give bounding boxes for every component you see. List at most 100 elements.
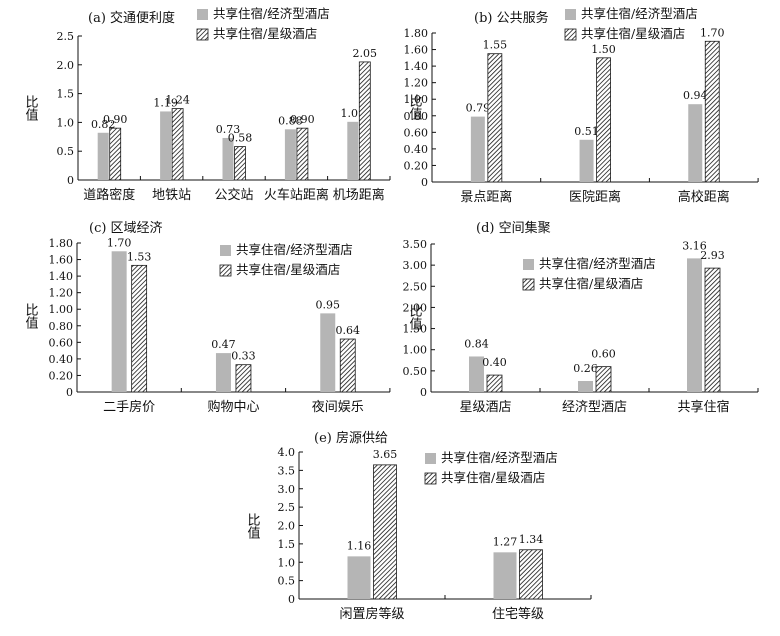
data-label: 0.40 xyxy=(482,356,507,369)
data-label: 3.65 xyxy=(373,448,398,461)
x-category-label: 地铁站 xyxy=(152,188,191,203)
y-axis-label: 比值 xyxy=(23,303,39,330)
bar-economy xyxy=(579,139,594,182)
legend-label: 共享住宿/经济型酒店 xyxy=(539,256,656,271)
data-label: 1.70 xyxy=(107,236,132,249)
legend-swatch-star xyxy=(424,472,437,485)
data-label: 0.73 xyxy=(216,123,241,136)
y-tick-label: 0.40 xyxy=(404,143,429,156)
data-label: 1.16 xyxy=(347,539,372,552)
legend-label: 共享住宿/星级酒店 xyxy=(441,470,545,485)
y-tick-label: 0.80 xyxy=(49,320,74,333)
data-label: 0.51 xyxy=(574,125,599,138)
chart-title: (a) 交通便利度 xyxy=(88,10,175,26)
data-label: 2.05 xyxy=(353,47,378,60)
bar-star xyxy=(596,57,611,183)
y-tick-label: 3.00 xyxy=(403,259,428,272)
bar-economy xyxy=(578,381,593,392)
bar-economy xyxy=(97,132,109,180)
y-tick-label: 1.40 xyxy=(49,270,74,283)
y-tick-label: 1.80 xyxy=(49,237,74,250)
chart-title: (b) 公共服务 xyxy=(474,10,549,26)
legend-swatch-star xyxy=(522,278,535,291)
y-tick-label: 1.50 xyxy=(403,323,428,336)
x-category-label: 医院距离 xyxy=(569,189,621,205)
legend-swatch-star xyxy=(564,28,577,41)
legend-swatch-star xyxy=(196,28,209,41)
bar-economy xyxy=(347,121,359,180)
x-category-label: 高校距离 xyxy=(678,189,730,205)
y-tick-label: 1.20 xyxy=(49,287,74,300)
y-tick-label: 1.0 xyxy=(278,556,296,569)
chart-panel-c: 0 0.20 0.40 0.60 0.80 1.00 1.20 1.40 1.60 1.80 比值 (… xyxy=(23,221,391,415)
data-label: 0.79 xyxy=(466,102,491,115)
y-tick-label: 0.20 xyxy=(49,369,74,382)
x-category-label: 经济型酒店 xyxy=(562,400,627,415)
chart-panel-b: 0 0.20 0.40 0.60 0.80 1.00 1.20 1.40 1.60 1.80 比值 (… xyxy=(404,6,759,205)
data-label: 0.94 xyxy=(683,89,708,102)
y-tick-label: 0.40 xyxy=(49,353,74,366)
data-label: 0.90 xyxy=(290,113,315,126)
bar-star xyxy=(595,366,612,393)
x-category-label: 星级酒店 xyxy=(459,400,511,415)
x-category-label: 共享住宿 xyxy=(677,399,729,415)
y-axis-label: 比值 xyxy=(245,513,261,540)
data-label: 0.33 xyxy=(231,350,256,363)
data-label: 0.90 xyxy=(103,113,128,126)
y-tick-label: 1.20 xyxy=(404,77,429,90)
y-axis-label: 比值 xyxy=(407,94,423,121)
data-label: 0.26 xyxy=(573,362,598,375)
x-category-label: 购物中心 xyxy=(207,399,259,415)
legend-label: 共享住宿/星级酒店 xyxy=(236,262,340,277)
bar-star xyxy=(131,264,148,393)
y-tick-label: 0.5 xyxy=(278,575,296,588)
y-tick-label: 0.60 xyxy=(404,126,429,139)
y-tick-label: 3.5 xyxy=(278,464,296,477)
y-tick-label: 1.00 xyxy=(49,303,74,316)
y-tick-label: 0.5 xyxy=(57,145,75,158)
legend-label: 共享住宿/星级酒店 xyxy=(213,26,317,41)
x-category-label: 道路密度 xyxy=(83,187,135,203)
data-label: 1.55 xyxy=(483,39,508,52)
chart-panel-e: 0 0.5 1.0 1.5 2.0 2.5 3.0 3.5 4.0 比值 (e) 房源供给闲置房等级… xyxy=(245,430,592,622)
legend-label: 共享住宿/星级酒店 xyxy=(581,26,685,41)
y-tick-label: 2.0 xyxy=(278,520,296,533)
y-tick-label: 1.40 xyxy=(404,60,429,73)
data-label: 2.93 xyxy=(700,249,725,262)
bar-star xyxy=(487,53,503,183)
bar-star xyxy=(296,127,309,181)
y-tick-label: 2.0 xyxy=(57,59,75,72)
data-label: 0.95 xyxy=(316,298,341,311)
y-axis-label: 比值 xyxy=(23,95,39,122)
y-tick-label: 3.50 xyxy=(403,238,428,251)
data-label: 1.70 xyxy=(700,26,725,39)
y-axis-label: 比值 xyxy=(407,304,423,331)
bar-economy xyxy=(688,104,703,182)
chart-title: (c) 区域经济 xyxy=(89,221,163,236)
legend-swatch-economy xyxy=(523,259,534,270)
bar-star xyxy=(704,267,721,393)
y-tick-label: 1.80 xyxy=(404,27,429,40)
legend-swatch-economy xyxy=(220,245,231,256)
bar-star xyxy=(235,364,252,393)
bar-economy xyxy=(222,137,234,180)
y-tick-label: 0 xyxy=(67,174,74,187)
bar-star xyxy=(486,374,503,393)
chart-title: (d) 空间集聚 xyxy=(476,220,551,236)
y-tick-label: 1.00 xyxy=(403,344,428,357)
y-tick-label: 0.60 xyxy=(49,336,74,349)
y-tick-label: 0 xyxy=(288,593,295,606)
bar-economy xyxy=(347,556,371,599)
bar-star xyxy=(358,61,371,181)
x-category-label: 公交站 xyxy=(214,187,253,203)
data-label: 0.82 xyxy=(91,118,116,131)
data-label: 0.84 xyxy=(464,337,489,350)
data-label: 1.24 xyxy=(165,94,190,107)
y-tick-label: 1.5 xyxy=(278,538,296,551)
data-label: 1.19 xyxy=(153,96,178,109)
bar-economy xyxy=(469,356,484,392)
bar-star xyxy=(519,549,543,600)
chart-panel-d: 0 0.50 1.00 1.50 2.00 2.50 3.00 3.50 比值 (d) 空间集聚星… xyxy=(403,220,759,415)
chart-title: (e) 房源供给 xyxy=(314,430,388,446)
